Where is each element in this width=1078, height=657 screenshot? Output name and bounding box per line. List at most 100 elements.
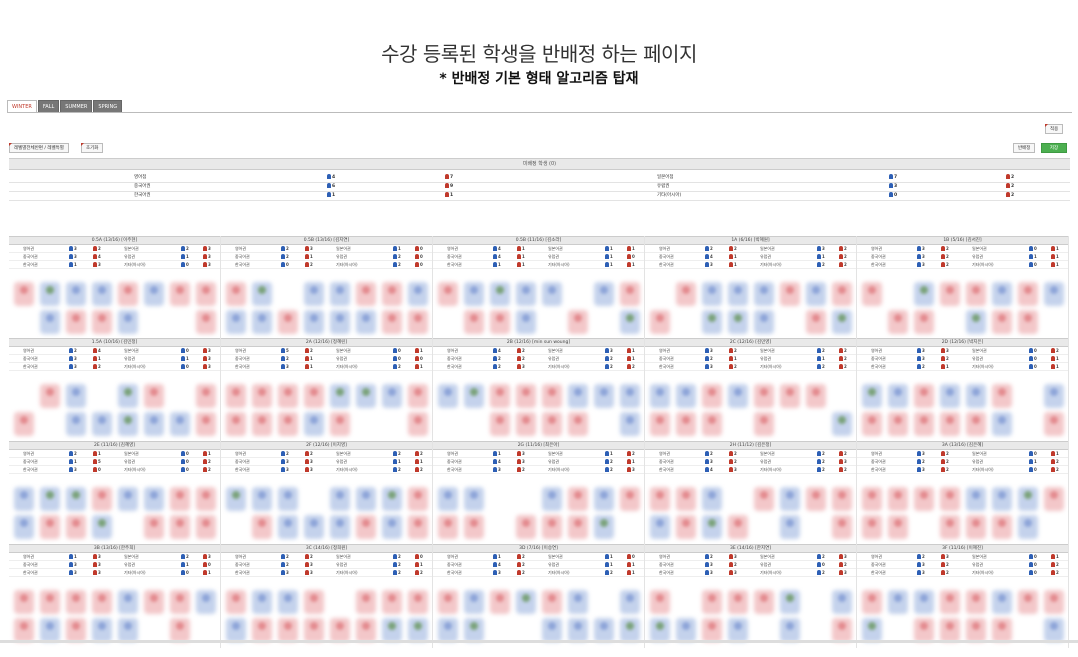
student-photo-icon xyxy=(150,519,158,527)
level-filter-button[interactable]: 레벨별전체반편 / 레벨특별 xyxy=(9,143,69,153)
female-count: 1 xyxy=(1051,245,1059,253)
student-photo-icon xyxy=(310,416,318,424)
male-count: 3 xyxy=(69,363,77,371)
female-student-icon xyxy=(305,254,309,259)
female-count: 3 xyxy=(93,561,101,569)
female-student-icon xyxy=(517,356,521,361)
student-seat-area xyxy=(436,485,642,539)
student-seat-area xyxy=(436,280,642,334)
male-count: 1 xyxy=(605,561,613,569)
student-seat-area xyxy=(648,382,854,436)
student-photo-icon xyxy=(414,622,422,630)
male-student-icon xyxy=(605,467,609,472)
female-count: 2 xyxy=(203,466,211,474)
student-photo-icon xyxy=(972,594,980,602)
female-student-icon xyxy=(627,562,631,567)
female-student-icon xyxy=(627,348,631,353)
male-student-icon xyxy=(69,356,73,361)
language-label: 영어권 xyxy=(23,450,34,458)
horizontal-scrollbar[interactable] xyxy=(0,640,1078,643)
reset-button[interactable]: 초기화 xyxy=(81,143,103,153)
assign-button[interactable]: 반배정 xyxy=(1013,143,1035,153)
male-count: 4 xyxy=(493,245,501,253)
class-card: 2H (11/12) [김은정] 영어권 2 2 일본어권 2 2 중국어권 3 2 유럽권 2 3 한국… xyxy=(645,441,857,545)
student-photo-icon xyxy=(548,286,556,294)
save-button[interactable]: 저장 xyxy=(1041,143,1067,153)
female-student-icon xyxy=(93,356,97,361)
female-student-icon xyxy=(839,348,843,353)
language-label: 중국어권 xyxy=(659,253,674,261)
student-photo-icon xyxy=(232,286,240,294)
language-label: 한국어권 xyxy=(871,569,886,577)
male-count: 3 xyxy=(917,466,925,474)
language-label: 한국어권 xyxy=(871,363,886,371)
male-count: 2 xyxy=(605,569,613,577)
student-photo-icon xyxy=(734,314,742,322)
student-photo-icon xyxy=(894,491,902,499)
class-stat-row: 중국어권 2 2 유럽권 1 2 xyxy=(857,458,1068,466)
student-photo-icon xyxy=(760,491,768,499)
male-student-icon xyxy=(605,262,609,267)
male-student-icon xyxy=(605,562,609,567)
female-student-icon xyxy=(627,570,631,575)
male-student-icon xyxy=(281,254,285,259)
student-photo-icon xyxy=(176,594,184,602)
class-stat-row: 한국어권 3 2 기타(아시아) 2 1 xyxy=(433,569,644,577)
male-student-icon xyxy=(493,262,497,267)
summary-left-label: 한국어권 xyxy=(134,192,151,200)
female-student-icon xyxy=(517,570,521,575)
male-count: 3 xyxy=(889,183,897,191)
male-count: 0 xyxy=(393,347,401,355)
female-count: 2 xyxy=(941,253,949,261)
student-photo-icon xyxy=(574,491,582,499)
apply-button[interactable]: 적용 xyxy=(1045,124,1063,134)
male-student-icon xyxy=(605,246,609,251)
female-count: 2 xyxy=(1051,347,1059,355)
female-student-icon xyxy=(203,356,207,361)
female-count: 2 xyxy=(839,261,847,269)
male-student-icon xyxy=(605,459,609,464)
student-photo-icon xyxy=(124,416,132,424)
student-photo-icon xyxy=(786,491,794,499)
male-count: 3 xyxy=(69,245,77,253)
male-count: 2 xyxy=(393,553,401,561)
student-photo-icon xyxy=(150,491,158,499)
female-count: 2 xyxy=(305,347,313,355)
language-label: 기타(아시아) xyxy=(124,466,146,474)
female-student-icon xyxy=(415,364,419,369)
student-photo-icon xyxy=(202,416,210,424)
male-student-icon xyxy=(69,459,73,464)
student-photo-icon xyxy=(124,491,132,499)
language-label: 유럽권 xyxy=(972,253,983,261)
student-photo-icon xyxy=(998,286,1006,294)
language-label: 유럽권 xyxy=(336,253,347,261)
male-count: 1 xyxy=(69,458,77,466)
language-label: 기타(아시아) xyxy=(548,363,570,371)
male-student-icon xyxy=(393,348,397,353)
female-student-icon xyxy=(203,451,207,456)
language-label: 영어권 xyxy=(659,450,670,458)
student-photo-icon xyxy=(868,594,876,602)
flag-icon xyxy=(81,143,84,146)
language-label: 일본어권 xyxy=(124,347,139,355)
male-count: 0 xyxy=(1029,450,1037,458)
male-student-icon xyxy=(817,356,821,361)
female-count: 2 xyxy=(839,466,847,474)
student-photo-icon xyxy=(72,594,80,602)
language-label: 기타(아시아) xyxy=(124,569,146,577)
student-photo-icon xyxy=(522,416,530,424)
female-count: 3 xyxy=(941,553,949,561)
language-label: 일본어권 xyxy=(760,245,775,253)
language-label: 영어권 xyxy=(447,347,458,355)
class-assignment-app: WINTER FALL SUMMER SPRING 적용 레벨별전체반편 / 레… xyxy=(7,100,1072,645)
female-count: 3 xyxy=(517,450,525,458)
student-photo-icon xyxy=(946,416,954,424)
female-student-icon xyxy=(729,364,733,369)
male-count: 3 xyxy=(281,466,289,474)
class-stat-row: 중국어권 3 2 유럽권 2 3 xyxy=(645,458,856,466)
language-label: 유럽권 xyxy=(548,355,559,363)
language-label: 영어권 xyxy=(447,450,458,458)
student-photo-icon xyxy=(868,416,876,424)
student-photo-icon xyxy=(708,286,716,294)
female-count: 2 xyxy=(1006,192,1014,200)
